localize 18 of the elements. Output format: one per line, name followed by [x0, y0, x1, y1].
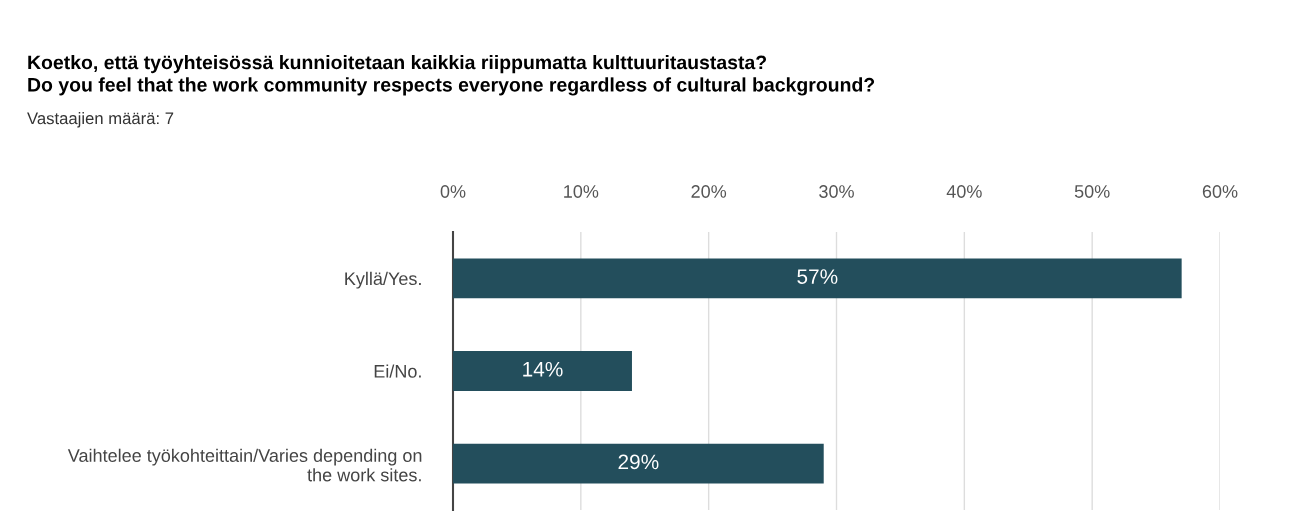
x-tick-label: 50% [1074, 185, 1110, 198]
x-tick-label: 30% [819, 185, 854, 198]
data-label: 57% [797, 269, 838, 284]
x-tick-label: 60% [1202, 185, 1238, 198]
x-tick-label: 10% [564, 185, 599, 198]
bar [453, 258, 1182, 299]
x-tick-label: 20% [691, 185, 727, 198]
chart-title: Koetko, että työyhteisössä kunnioitetaan kaikkia riippumatta kulttuuritaustasta? Do you feel that the work community respects everyone regardless of cultural background? [28, 55, 875, 96]
x-tick-label: 40% [946, 185, 982, 198]
data-label: 29% [618, 454, 659, 470]
y-tick-label: Kyllä/Yes. [345, 271, 421, 289]
y-tick-label: Vaihtelee työkohteittain/Varies depending on the work sites. [67, 448, 422, 482]
x-tick-label: 0% [440, 185, 466, 198]
y-tick-label: Ei/No. [374, 364, 421, 378]
bar [453, 351, 632, 391]
bar [453, 443, 824, 484]
text: Vastaajien määrä: 7 [27, 112, 174, 128]
data-label: 14% [523, 361, 563, 377]
